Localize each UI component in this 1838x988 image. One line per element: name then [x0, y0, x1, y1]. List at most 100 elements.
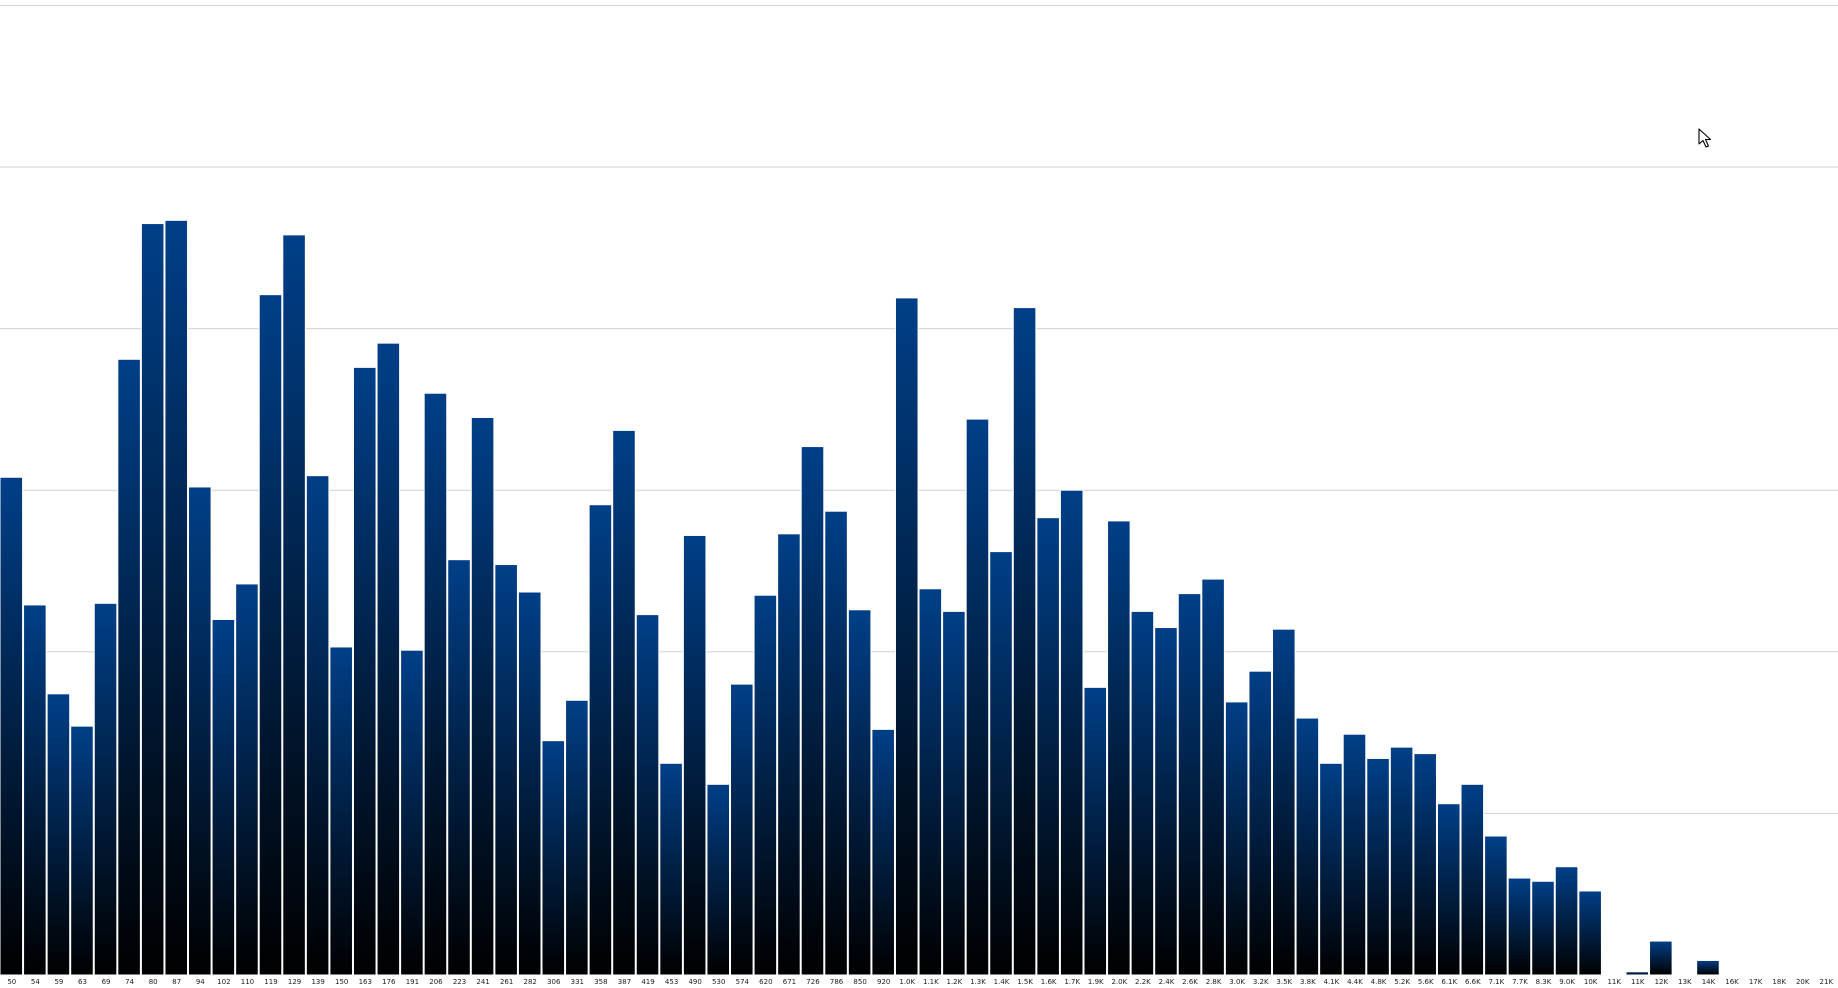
bar[interactable]: [1272, 628, 1296, 976]
bar[interactable]: [1507, 877, 1532, 976]
x-tick-label: 54: [31, 978, 40, 986]
bar[interactable]: [0, 476, 24, 976]
bar[interactable]: [1531, 880, 1555, 976]
bar[interactable]: [635, 614, 660, 976]
bar[interactable]: [1295, 717, 1320, 976]
bar[interactable]: [612, 429, 636, 976]
bar[interactable]: [894, 297, 919, 976]
x-tick-label: 16K: [1725, 978, 1739, 986]
bar[interactable]: [164, 219, 189, 976]
bar[interactable]: [730, 683, 754, 976]
bar[interactable]: [1036, 517, 1060, 976]
bar[interactable]: [1436, 803, 1461, 976]
x-tick-label: 7.7K: [1512, 978, 1528, 986]
bar[interactable]: [1319, 762, 1343, 976]
bar[interactable]: [1201, 578, 1225, 976]
x-tick-label: 12K: [1655, 978, 1669, 986]
bar[interactable]: [565, 699, 589, 976]
x-tick-label: 786: [830, 978, 844, 986]
bar[interactable]: [824, 510, 848, 976]
bar[interactable]: [1107, 520, 1131, 976]
x-tick-label: 261: [500, 978, 513, 986]
bar[interactable]: [1366, 757, 1390, 976]
bar[interactable]: [1625, 971, 1650, 976]
bar[interactable]: [470, 416, 495, 976]
bar[interactable]: [1484, 835, 1508, 976]
bar[interactable]: [329, 646, 353, 976]
x-tick-label: 13K: [1678, 978, 1692, 986]
bar[interactable]: [1059, 489, 1084, 976]
bar[interactable]: [1224, 701, 1249, 976]
x-tick-label: 1.7K: [1064, 978, 1080, 986]
bar[interactable]: [305, 475, 330, 976]
bar[interactable]: [117, 358, 141, 976]
x-tick-label: 20K: [1796, 978, 1810, 986]
bar[interactable]: [1554, 866, 1579, 976]
x-tick-label: 11K: [1631, 978, 1645, 986]
bar[interactable]: [400, 649, 424, 976]
bar[interactable]: [140, 223, 165, 976]
bar[interactable]: [1460, 783, 1485, 976]
bar[interactable]: [918, 588, 943, 976]
bar[interactable]: [706, 783, 731, 976]
bar[interactable]: [682, 534, 707, 976]
x-tick-label: 5.2K: [1394, 978, 1410, 986]
bar[interactable]: [352, 366, 377, 976]
bar[interactable]: [753, 594, 778, 976]
x-tick-label: 453: [665, 978, 678, 986]
bar[interactable]: [211, 618, 236, 976]
bar[interactable]: [517, 591, 542, 976]
bar[interactable]: [541, 740, 566, 976]
x-tick-label: 850: [853, 978, 866, 986]
bar[interactable]: [1083, 686, 1108, 976]
bar[interactable]: [989, 551, 1013, 976]
bar[interactable]: [847, 609, 872, 976]
x-tick-label: 2.2K: [1135, 978, 1151, 986]
bar[interactable]: [423, 392, 448, 976]
bar[interactable]: [800, 446, 825, 976]
bar[interactable]: [46, 693, 71, 976]
bar[interactable]: [965, 418, 990, 976]
bar[interactable]: [588, 504, 613, 976]
bar[interactable]: [871, 728, 895, 976]
bar[interactable]: [777, 533, 801, 976]
bar[interactable]: [188, 486, 212, 976]
x-tick-label: 50: [7, 978, 16, 986]
x-tick-label: 206: [429, 978, 443, 986]
x-tick-label: 21K: [1820, 978, 1834, 986]
bar[interactable]: [282, 234, 306, 976]
bar[interactable]: [659, 762, 683, 976]
bar[interactable]: [942, 610, 966, 976]
bar[interactable]: [235, 583, 259, 976]
bar[interactable]: [1154, 627, 1178, 976]
bar[interactable]: [70, 725, 94, 976]
bar[interactable]: [258, 294, 283, 976]
x-tick-label: 191: [406, 978, 419, 986]
bar[interactable]: [1389, 746, 1414, 976]
x-tick-label: 69: [102, 978, 111, 986]
x-tick-label: 87: [172, 978, 181, 986]
x-tick-label: 6.6K: [1465, 978, 1481, 986]
bar[interactable]: [1649, 940, 1673, 976]
x-tick-label: 9.0K: [1559, 978, 1575, 986]
bar[interactable]: [23, 604, 47, 976]
bar[interactable]: [376, 342, 401, 976]
bar[interactable]: [447, 559, 471, 976]
bar[interactable]: [1248, 670, 1273, 976]
bar[interactable]: [1012, 307, 1037, 976]
x-tick-label: 1.1K: [923, 978, 939, 986]
bar[interactable]: [93, 602, 118, 976]
x-tick-label: 63: [78, 978, 87, 986]
x-tick-label: 1.2K: [947, 978, 963, 986]
bar[interactable]: [494, 564, 518, 976]
arrow-cursor-icon: [1698, 128, 1712, 148]
x-tick-label: 102: [217, 978, 230, 986]
bar[interactable]: [1130, 610, 1155, 976]
bar[interactable]: [1696, 959, 1720, 976]
x-tick-label: 331: [571, 978, 584, 986]
bar[interactable]: [1413, 753, 1437, 976]
bar[interactable]: [1342, 733, 1367, 976]
bar[interactable]: [1177, 593, 1202, 976]
x-tick-label: 80: [149, 978, 158, 986]
bar[interactable]: [1578, 890, 1602, 976]
